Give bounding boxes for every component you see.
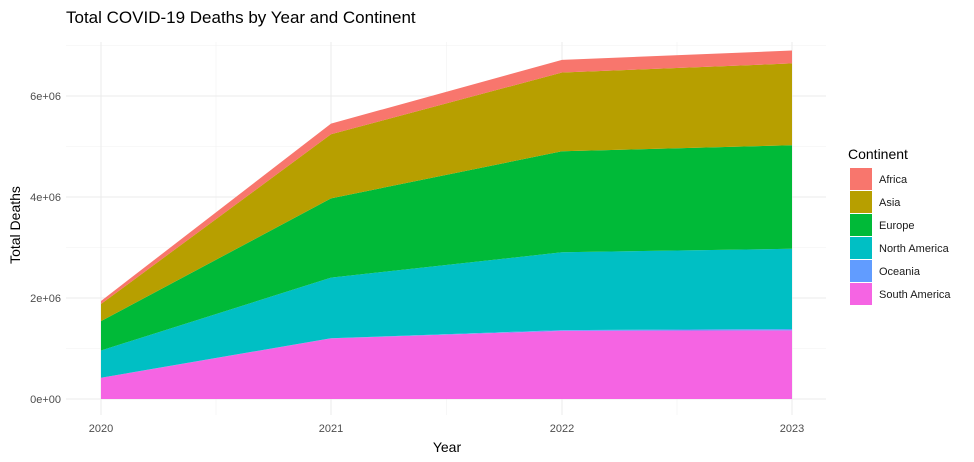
y-axis-title: Total Deaths <box>7 186 23 264</box>
y-tick-label: 2e+06 <box>30 293 61 305</box>
y-axis-ticks: 0e+00 2e+06 4e+06 6e+06 <box>30 91 61 406</box>
y-tick-label: 4e+06 <box>30 192 61 204</box>
area-south-america <box>101 330 792 399</box>
y-tick-label: 6e+06 <box>30 91 61 103</box>
legend-key-africa <box>850 168 872 190</box>
legend-key-oceania <box>850 260 872 282</box>
legend-label-africa: Africa <box>879 174 908 186</box>
legend-title: Continent <box>848 146 908 162</box>
legend-key-north-america <box>850 237 872 259</box>
legend-label-oceania: Oceania <box>879 266 921 278</box>
x-tick-label: 2022 <box>550 423 574 435</box>
area-europe <box>101 145 792 351</box>
legend-label-asia: Asia <box>879 197 901 209</box>
legend-label-europe: Europe <box>879 220 914 232</box>
x-axis-ticks: 2020 2021 2022 2023 <box>89 423 804 435</box>
area-africa <box>101 50 792 305</box>
legend-key-europe <box>850 214 872 236</box>
legend-label-south-america: South America <box>879 289 951 301</box>
x-tick-label: 2021 <box>319 423 343 435</box>
area-asia <box>101 63 792 322</box>
stacked-areas <box>101 50 792 399</box>
legend-key-asia <box>850 191 872 213</box>
x-tick-label: 2020 <box>89 423 113 435</box>
legend-label-north-america: North America <box>879 243 950 255</box>
x-axis-title: Year <box>433 439 462 455</box>
x-tick-label: 2023 <box>780 423 804 435</box>
y-tick-label: 0e+00 <box>30 394 61 406</box>
chart-title: Total COVID-19 Deaths by Year and Contin… <box>66 8 416 27</box>
legend: Continent Africa Asia Europe North America O… <box>848 146 951 305</box>
legend-key-south-america <box>850 283 872 305</box>
area-north-america <box>101 248 792 378</box>
